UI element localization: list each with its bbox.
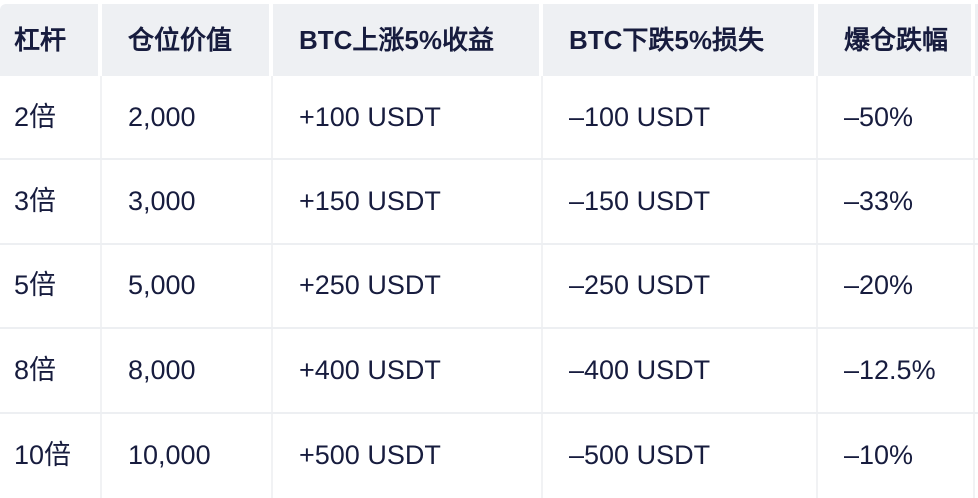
cell-profit: +250 USDT [273, 244, 543, 328]
cell-leverage: 2倍 [0, 76, 102, 159]
cell-loss: –100 USDT [543, 76, 818, 159]
cell-loss: –250 USDT [543, 244, 818, 328]
cell-liquidation: –50% [818, 76, 975, 159]
cell-position-value: 5,000 [102, 244, 273, 328]
cell-loss: –500 USDT [543, 413, 818, 498]
cell-leverage: 8倍 [0, 329, 102, 412]
cell-liquidation: –20% [818, 244, 975, 328]
header-cell-btc-up-profit: BTC上涨5%收益 [273, 4, 543, 76]
cell-profit: +400 USDT [273, 329, 543, 412]
header-cell-truncated-sliver [975, 4, 978, 76]
table-row: 5倍 5,000 +250 USDT –250 USDT –20% [0, 244, 978, 330]
cell-position-value: 2,000 [102, 76, 273, 159]
cell-leverage: 3倍 [0, 160, 102, 243]
cell-leverage: 5倍 [0, 244, 102, 328]
cell-liquidation: –33% [818, 160, 975, 243]
cell-loss: –400 USDT [543, 329, 818, 412]
header-cell-leverage: 杠杆 [0, 4, 102, 76]
cell-position-value: 10,000 [102, 413, 273, 498]
header-cell-liquidation-drop: 爆仓跌幅 [818, 4, 975, 76]
cell-liquidation: –10% [818, 413, 975, 498]
cell-loss: –150 USDT [543, 160, 818, 243]
table-row: 8倍 8,000 +400 USDT –400 USDT –12.5% [0, 329, 978, 414]
cell-position-value: 3,000 [102, 160, 273, 243]
cell-position-value: 8,000 [102, 329, 273, 412]
table-row: 3倍 3,000 +150 USDT –150 USDT –33% [0, 160, 978, 245]
cell-leverage: 10倍 [0, 413, 102, 498]
table-row: 2倍 2,000 +100 USDT –100 USDT –50% [0, 76, 978, 161]
header-cell-btc-down-loss: BTC下跌5%损失 [543, 4, 818, 76]
cell-profit: +100 USDT [273, 76, 543, 159]
table-row: 10倍 10,000 +500 USDT –500 USDT –10% [0, 413, 978, 498]
cell-liquidation: –12.5% [818, 329, 975, 412]
cell-profit: +500 USDT [273, 413, 543, 498]
header-cell-position-value: 仓位价值 [102, 4, 273, 76]
cell-profit: +150 USDT [273, 160, 543, 243]
table-header-row: 杠杆 仓位价值 BTC上涨5%收益 BTC下跌5%损失 爆仓跌幅 [0, 4, 978, 76]
